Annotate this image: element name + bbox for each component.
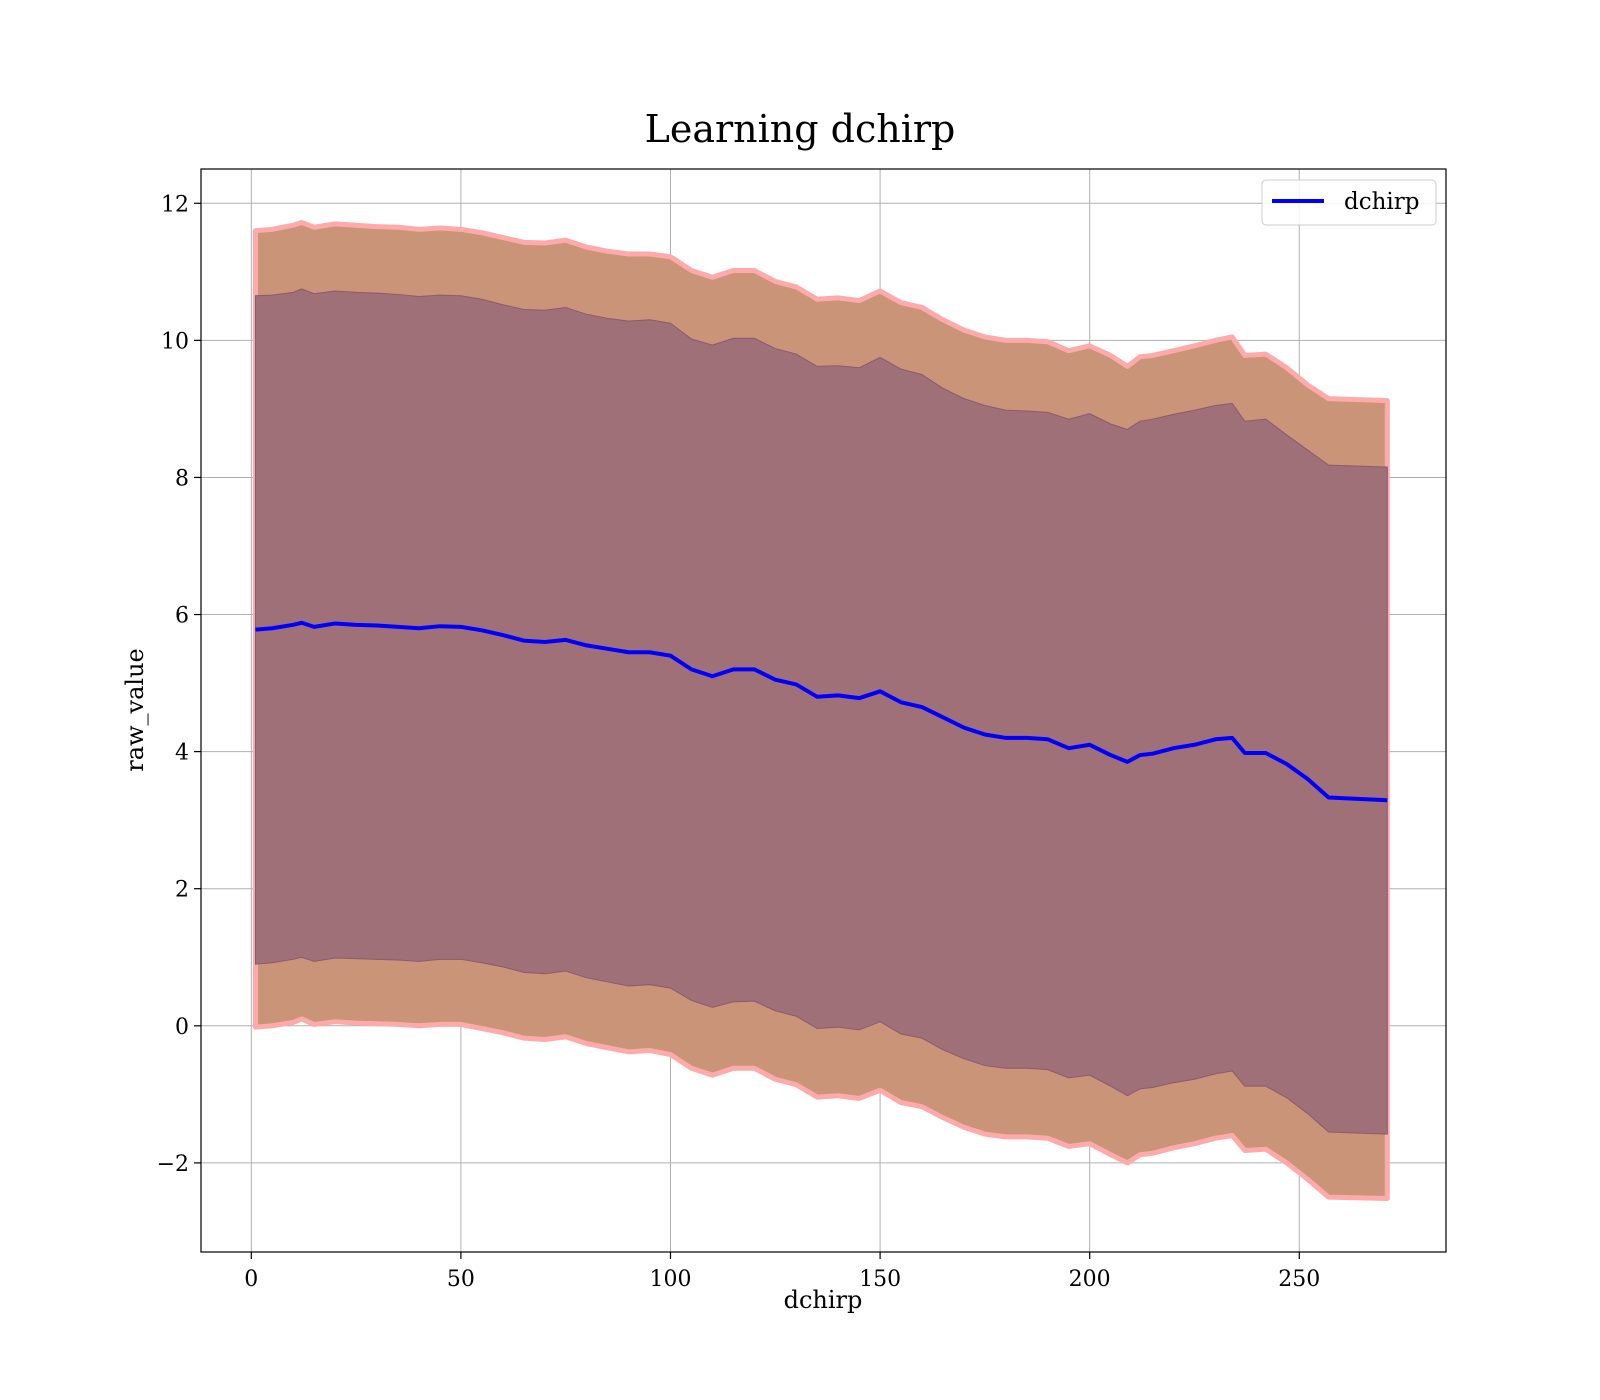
y-tick-label: 0	[175, 1015, 189, 1040]
series-lines	[255, 620, 1388, 803]
y-tick-label: 4	[175, 741, 189, 766]
y-tick-label: 10	[161, 329, 189, 354]
axis-ticks: 0 50 100 150 200 250 −2 0 2 4 6 8 10 12	[157, 192, 1321, 1292]
plot-frame	[200, 168, 1447, 1253]
legend-label-dchirp: dchirp	[1344, 189, 1420, 215]
y-tick-label: 2	[175, 878, 189, 903]
legend: dchirp	[1261, 179, 1437, 226]
x-axis-label: dchirp	[784, 1286, 863, 1314]
x-tick-label: 250	[1278, 1267, 1320, 1292]
x-tick-label: 150	[859, 1267, 901, 1292]
legend-box	[1261, 179, 1437, 226]
y-tick-label: −2	[157, 1152, 189, 1177]
series-line-dchirp	[255, 620, 1388, 803]
y-tick-label: 8	[175, 466, 189, 491]
band-1sigma	[254, 288, 1388, 1135]
chart-title: Learning dchirp	[645, 107, 956, 151]
x-tick-label: 50	[447, 1267, 475, 1292]
y-axis-label: raw_value	[121, 648, 149, 772]
x-tick-label: 200	[1069, 1267, 1111, 1292]
x-tick-label: 100	[649, 1267, 691, 1292]
y-tick-label: 6	[175, 604, 189, 629]
y-tick-label: 12	[161, 192, 189, 217]
x-tick-label: 0	[244, 1267, 258, 1292]
confidence-bands	[252, 219, 1390, 1202]
